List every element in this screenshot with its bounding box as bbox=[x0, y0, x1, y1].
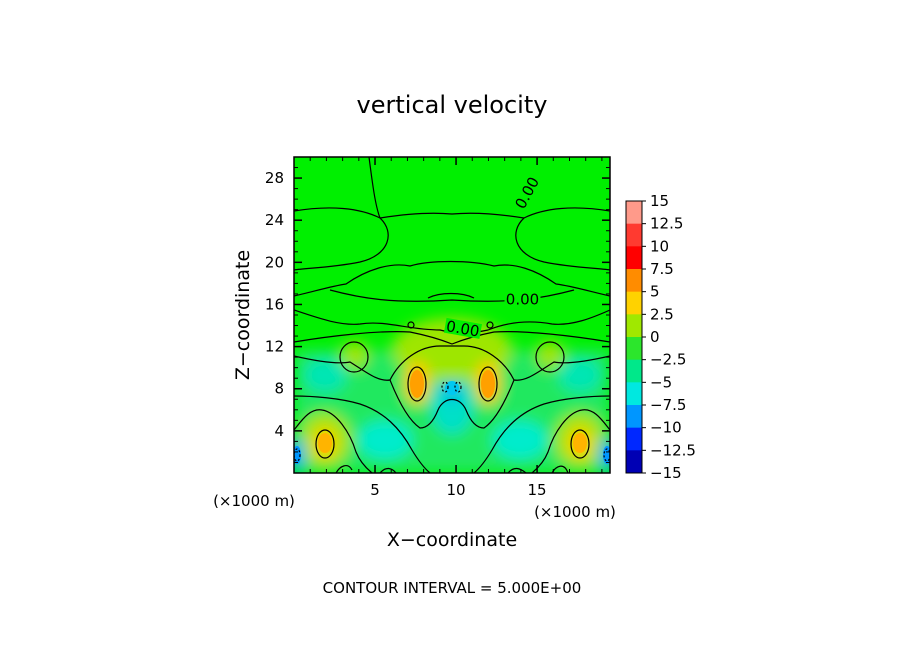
contour-updraft-lower-right bbox=[570, 429, 590, 459]
contour-pocket-right bbox=[535, 341, 565, 373]
colorbar-swatch bbox=[626, 382, 642, 406]
x-axis-label: X−coordinate bbox=[387, 529, 517, 551]
y-tick-label: 24 bbox=[265, 211, 284, 229]
contour-label: 0.00 bbox=[506, 290, 539, 308]
colorbar-label: 2.5 bbox=[650, 305, 674, 323]
colorbar-label: 10 bbox=[650, 237, 669, 255]
colorbar-label: −5 bbox=[650, 373, 672, 391]
colorbar-swatch bbox=[626, 427, 642, 451]
colorbar-label: 12.5 bbox=[650, 215, 683, 233]
x-tick-label: 5 bbox=[370, 481, 380, 499]
y-tick-label: 8 bbox=[274, 380, 284, 398]
colorbar-label: −2.5 bbox=[650, 351, 686, 369]
colorbar-label: −12.5 bbox=[650, 441, 696, 459]
x-unit-left: (×1000 m) bbox=[213, 492, 295, 510]
colorbar-label: −10 bbox=[650, 419, 682, 437]
x-tick-label: 15 bbox=[528, 481, 547, 499]
colorbar-label: 5 bbox=[650, 283, 660, 301]
y-tick-label: 20 bbox=[265, 253, 284, 271]
x-axis-ticks: 5 10 15 bbox=[309, 157, 603, 499]
colorbar-swatch bbox=[626, 337, 642, 361]
plot-area bbox=[294, 157, 610, 473]
colorbar-swatch bbox=[626, 450, 642, 474]
downdraft-core-center bbox=[445, 381, 459, 395]
colorbar-label: 15 bbox=[650, 192, 669, 210]
colorbar-swatch bbox=[626, 223, 642, 247]
contour-pocket-left bbox=[339, 341, 369, 373]
updraft-core-lower-right bbox=[573, 433, 587, 453]
contour-updraft-left bbox=[407, 366, 427, 402]
colorbar-swatch bbox=[626, 246, 642, 270]
colorbar-label: 7.5 bbox=[650, 260, 674, 278]
colorbar-swatch bbox=[626, 291, 642, 315]
y-tick-label: 12 bbox=[265, 338, 284, 356]
x-tick-label: 10 bbox=[447, 481, 466, 499]
contour-interval-text: CONTOUR INTERVAL = 5.000E+00 bbox=[323, 579, 582, 597]
y-tick-label: 28 bbox=[265, 169, 284, 187]
y-axis-label: Z−coordinate bbox=[232, 250, 254, 380]
contour-label-bg bbox=[504, 291, 541, 307]
x-unit-right: (×1000 m) bbox=[534, 503, 616, 521]
y-tick-label: 4 bbox=[274, 422, 284, 440]
y-axis-ticks: 4 8 12 16 20 24 28 bbox=[265, 167, 610, 463]
contour-updraft-right bbox=[478, 366, 498, 402]
contour-labels: 0.000.000.00 bbox=[443, 173, 543, 341]
contour-label-bg bbox=[443, 317, 482, 339]
colorbar-label: −7.5 bbox=[650, 396, 686, 414]
colorbar-swatch bbox=[626, 405, 642, 429]
contour-updraft-lower-left bbox=[315, 429, 335, 459]
colorbar-swatch bbox=[626, 269, 642, 293]
updraft-core-left bbox=[410, 370, 424, 398]
colorbar-label: 0 bbox=[650, 328, 660, 346]
y-tick-label: 16 bbox=[265, 295, 284, 313]
updraft-core-right bbox=[481, 370, 495, 398]
colorbar: 15 12.5 10 7.5 5 2.5 0 −2.5 −5 −7.5 −10 −12.5 −15 bbox=[625, 192, 696, 482]
colorbar-swatch bbox=[626, 359, 642, 383]
colorbar-swatch bbox=[626, 314, 642, 338]
contour-label-bg bbox=[511, 173, 542, 213]
chart-title: vertical velocity bbox=[357, 91, 548, 119]
colorbar-label: −15 bbox=[650, 464, 682, 482]
updraft-core-lower-left bbox=[318, 433, 332, 453]
contour-label: 0.00 bbox=[445, 317, 481, 341]
colorbar-swatch bbox=[626, 201, 642, 225]
